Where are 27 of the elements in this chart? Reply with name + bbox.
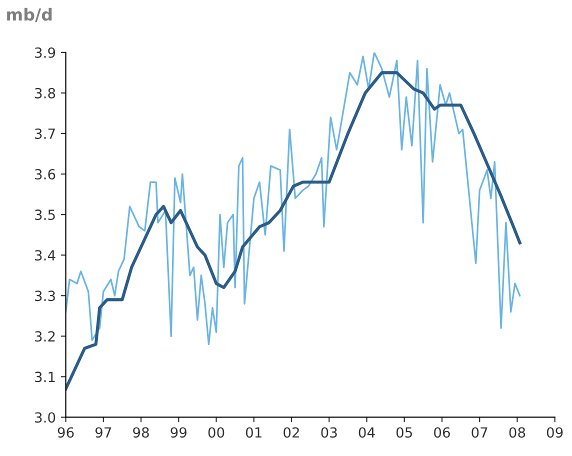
x-tick-label: 09	[546, 427, 563, 438]
x-tick-label: 06	[434, 427, 450, 438]
y-axis-title: mb/d	[7, 8, 52, 22]
y-tick-label: 3.5	[35, 210, 55, 220]
y-tick-label: 3.4	[35, 250, 56, 261]
x-tick-label: 01	[246, 427, 262, 438]
y-tick-label: 3.2	[35, 331, 55, 342]
x-tick-label: 07	[472, 427, 488, 438]
x-tick-label: 03	[321, 427, 337, 438]
y-tick-label: 3.0	[35, 412, 56, 423]
x-tick-label: 00	[208, 427, 224, 438]
x-tick-label: 98	[133, 427, 149, 438]
x-tick-label: 04	[358, 427, 375, 438]
x-tick-label: 08	[509, 427, 526, 438]
x-tick-label: 96	[58, 427, 74, 438]
y-tick-label: 3.3	[35, 290, 55, 302]
x-tick-label: 97	[95, 427, 112, 438]
y-tick-label: 3.6	[35, 169, 56, 180]
x-tick-label: 99	[170, 427, 186, 438]
line-series	[66, 71, 522, 390]
y-tick-label: 3.8	[35, 88, 56, 98]
x-tick-label: 05	[396, 427, 412, 438]
line-series	[66, 52, 521, 346]
x-tick-label: 02	[284, 427, 299, 438]
y-tick-label: 3.7	[35, 128, 55, 139]
y-tick-label: 3.9	[35, 47, 56, 58]
y-tick-label: 3.1	[35, 372, 55, 382]
